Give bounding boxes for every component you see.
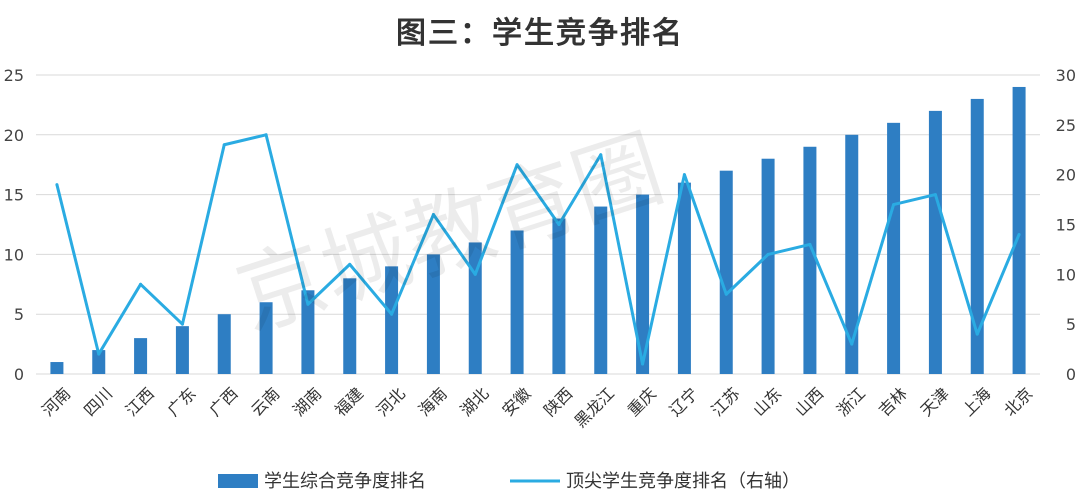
category-label: 广东 bbox=[164, 384, 200, 420]
legend: 学生综合竞争度排名 顶尖学生竞争度排名（右轴） bbox=[218, 471, 800, 492]
category-label: 福建 bbox=[331, 384, 367, 420]
category-label: 山东 bbox=[749, 384, 785, 420]
bar bbox=[845, 134, 859, 374]
category-label: 海南 bbox=[415, 384, 451, 420]
bar bbox=[719, 170, 733, 374]
legend-label-bar: 学生综合竞争度排名 bbox=[264, 471, 426, 492]
y-right-tick-label: 0 bbox=[1066, 365, 1076, 384]
category-label: 辽宁 bbox=[666, 384, 702, 420]
line-point bbox=[808, 242, 812, 246]
bar bbox=[468, 242, 482, 374]
line-point bbox=[306, 302, 310, 306]
line-point bbox=[599, 153, 603, 157]
line-point bbox=[55, 183, 59, 187]
axes: 0 5 10 15 20 25 0 5 10 15 20 25 30 bbox=[4, 66, 1076, 384]
y-left-tick-label: 20 bbox=[4, 126, 24, 145]
bar bbox=[92, 350, 106, 374]
bar bbox=[510, 230, 524, 374]
category-label: 云南 bbox=[247, 384, 283, 420]
line-point bbox=[850, 342, 854, 346]
category-label: 河南 bbox=[38, 384, 74, 420]
chart-title: 图三：学生竞争排名 bbox=[396, 16, 684, 51]
y-right-tick-label: 15 bbox=[1056, 216, 1076, 235]
bar bbox=[803, 146, 817, 374]
bar bbox=[259, 302, 273, 374]
bar bbox=[343, 278, 357, 374]
category-label: 河北 bbox=[373, 384, 409, 420]
line-point bbox=[139, 282, 143, 286]
bar bbox=[761, 158, 775, 374]
line-point bbox=[892, 203, 896, 207]
category-label: 湖南 bbox=[289, 384, 325, 420]
y-left-tick-label: 15 bbox=[4, 186, 24, 205]
category-label: 北京 bbox=[1000, 384, 1036, 420]
line-point bbox=[431, 213, 435, 217]
category-label: 江西 bbox=[122, 384, 158, 420]
bar bbox=[594, 206, 608, 374]
category-label: 陕西 bbox=[540, 384, 576, 420]
bar bbox=[887, 122, 901, 374]
category-label: 浙江 bbox=[833, 384, 869, 420]
y-right-tick-label: 25 bbox=[1056, 116, 1076, 135]
y-right-tick-label: 5 bbox=[1066, 315, 1076, 334]
watermark: 京城教育圈 bbox=[225, 116, 675, 350]
category-label: 上海 bbox=[958, 384, 994, 420]
line-point bbox=[724, 292, 728, 296]
bar bbox=[385, 266, 399, 374]
bar bbox=[134, 338, 148, 374]
bar bbox=[636, 194, 650, 374]
bar bbox=[175, 326, 189, 374]
bar bbox=[1012, 86, 1026, 375]
category-label: 安徽 bbox=[498, 384, 534, 420]
category-label: 吉林 bbox=[875, 384, 911, 420]
line-point bbox=[641, 362, 645, 366]
bar bbox=[301, 290, 315, 374]
line-point bbox=[97, 352, 101, 356]
y-left-tick-label: 10 bbox=[4, 245, 24, 264]
bar bbox=[677, 182, 691, 374]
category-label: 天津 bbox=[917, 384, 953, 420]
line-point bbox=[766, 252, 770, 256]
line-point bbox=[348, 262, 352, 266]
y-right-tick-label: 10 bbox=[1056, 265, 1076, 284]
y-left-tick-label: 25 bbox=[4, 66, 24, 85]
bar bbox=[217, 314, 231, 374]
bar bbox=[928, 110, 942, 374]
category-label: 四川 bbox=[80, 384, 116, 420]
line-path bbox=[55, 133, 1021, 366]
category-labels: 河南 四川 江西 广东 广西 云南 湖南 福建 河北 海南 湖北 安徽 陕西黑龙江 重庆 辽宁 江苏 山东 山西浙… bbox=[38, 384, 1036, 431]
line-point bbox=[933, 193, 937, 197]
line-series bbox=[55, 133, 1021, 366]
y-right-tick-label: 20 bbox=[1056, 166, 1076, 185]
bar bbox=[970, 98, 984, 375]
line-point bbox=[557, 223, 561, 226]
bar bbox=[50, 362, 64, 374]
legend-swatch-bar bbox=[218, 474, 258, 488]
legend-label-line: 顶尖学生竞争度排名（右轴） bbox=[566, 471, 800, 492]
category-label: 黑龙江 bbox=[571, 384, 618, 431]
category-label: 广西 bbox=[205, 384, 241, 420]
bar bbox=[426, 254, 440, 374]
line-point bbox=[473, 272, 477, 276]
line-point bbox=[390, 312, 394, 316]
category-label: 江苏 bbox=[707, 384, 743, 420]
line-point bbox=[180, 322, 184, 326]
y-left-tick-label: 0 bbox=[14, 365, 24, 384]
line-point bbox=[264, 133, 268, 137]
line-point bbox=[1017, 232, 1021, 236]
category-label: 湖北 bbox=[456, 384, 492, 420]
category-label: 重庆 bbox=[624, 384, 660, 420]
category-label: 山西 bbox=[791, 384, 827, 420]
line-point bbox=[975, 332, 979, 336]
line-point bbox=[682, 173, 686, 177]
bar-series bbox=[50, 86, 1026, 375]
y-right-tick-label: 30 bbox=[1056, 66, 1076, 85]
line-point bbox=[222, 143, 226, 147]
bar bbox=[552, 218, 566, 374]
line-point bbox=[515, 163, 519, 167]
y-left-tick-label: 5 bbox=[14, 305, 24, 324]
